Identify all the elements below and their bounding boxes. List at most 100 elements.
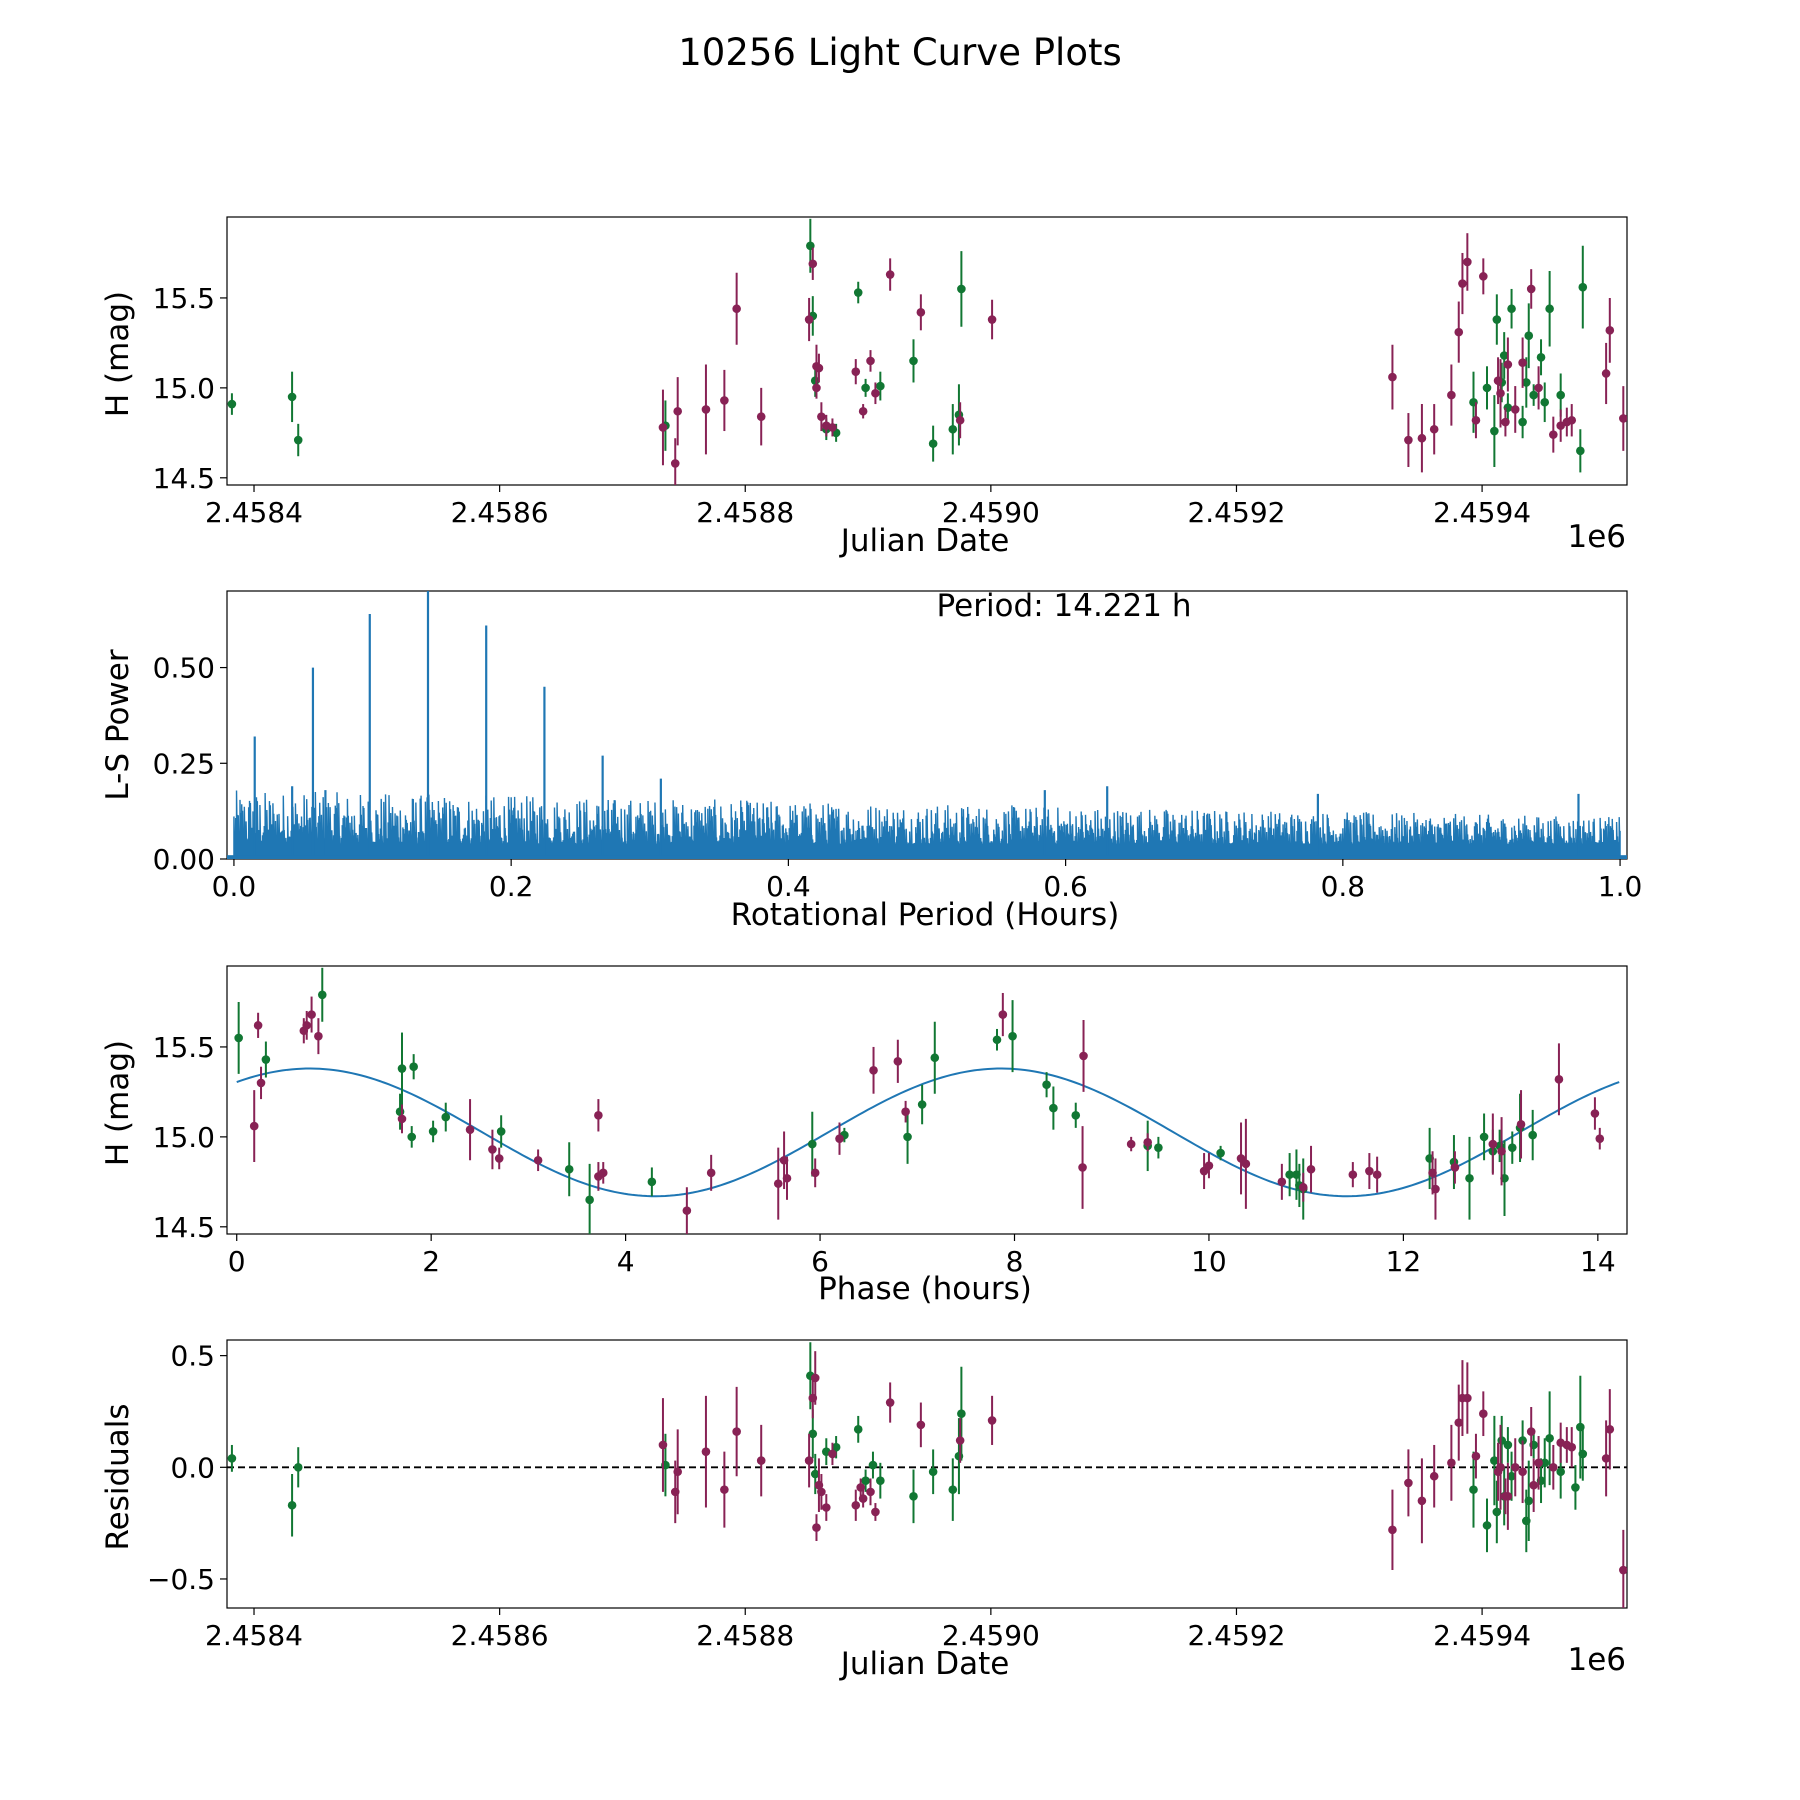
phased-data-point	[533, 1155, 543, 1165]
periodogram-ytick-label: 0.25	[153, 747, 215, 780]
residuals-data-point	[817, 1487, 826, 1497]
residuals-data-point	[885, 1398, 895, 1407]
periodogram-xtick-label: 0.6	[1043, 870, 1088, 903]
residuals-series-green	[227, 1342, 1588, 1553]
lightcurve-xtick-label: 2.4590	[942, 496, 1040, 529]
lightcurve-data-point	[1503, 360, 1513, 369]
lightcurve-plot-area	[227, 218, 1627, 485]
phased-data-point	[594, 1110, 603, 1120]
lightcurve-ylabel: H (mag)	[100, 291, 136, 417]
phased-data-point	[1143, 1137, 1152, 1147]
phased-data-point	[441, 1112, 451, 1122]
phased-data-point	[1595, 1134, 1605, 1143]
lightcurve-data-point	[1556, 390, 1565, 400]
phased-data-point	[1126, 1139, 1136, 1149]
residuals-data-point	[227, 1454, 237, 1463]
periodogram-xtick-label: 0.4	[766, 870, 811, 903]
phased-data-point	[1306, 1164, 1316, 1174]
phased-data-point	[496, 1127, 506, 1136]
phased-data-point	[397, 1114, 407, 1124]
residuals-data-point	[812, 1523, 821, 1532]
phased-data-point	[407, 1132, 417, 1142]
lightcurve-ytick-label: 14.5	[153, 462, 215, 495]
residuals-data-point	[1503, 1440, 1513, 1450]
residuals-data-point	[828, 1449, 837, 1459]
periodogram-xtick-label: 0.2	[489, 870, 534, 903]
residuals-data-point	[1492, 1507, 1502, 1517]
residuals-data-point	[948, 1485, 958, 1494]
residuals-data-point	[1490, 1456, 1499, 1465]
lightcurve-data-point	[861, 383, 870, 393]
phased-model-curve	[236, 1067, 1620, 1198]
lightcurve-ytick-label: 15.0	[153, 372, 215, 405]
phased-data-point	[234, 1033, 243, 1043]
lightcurve-panel: 2.4584 2.4586 2.4588 2.4590 2.4592 2.4594 14.5…	[153, 216, 1628, 529]
residuals-data-point	[673, 1467, 683, 1477]
phased-data-point	[998, 1010, 1008, 1019]
residuals-data-point	[851, 1500, 861, 1510]
lightcurve-data-point	[227, 399, 237, 409]
residuals-data-point	[858, 1494, 868, 1503]
residuals-panel: 2.4584 2.4586 2.4588 2.4590 2.4592 2.4594 −0.5…	[147, 1339, 1628, 1652]
residuals-data-point	[756, 1456, 766, 1465]
lightcurve-xtick-label: 2.4594	[1433, 496, 1531, 529]
phased-data-point	[1078, 1163, 1087, 1172]
phased-data-point	[1348, 1170, 1358, 1179]
phased-data-point	[1465, 1173, 1474, 1183]
phased-data-point	[465, 1125, 475, 1134]
phased-xtick-label: 2	[422, 1245, 440, 1278]
lightcurve-data-point	[1576, 446, 1585, 456]
lightcurve-data-point	[1471, 415, 1481, 425]
lightcurve-data-point	[948, 424, 958, 434]
phased-data-point	[1241, 1159, 1251, 1169]
periodogram-plot-area	[227, 591, 1627, 859]
residuals-data-point	[821, 1503, 831, 1512]
residuals-data-point	[868, 1460, 878, 1470]
phased-data-point	[835, 1134, 844, 1143]
residuals-data-point	[1469, 1485, 1478, 1494]
figure-title: 10256 Light Curve Plots	[678, 31, 1122, 74]
lightcurve-data-point	[987, 315, 997, 324]
phased-data-point	[1528, 1130, 1537, 1140]
phased-data-point	[253, 1021, 263, 1030]
phased-axes-frame	[226, 965, 1628, 1235]
residuals-xtick-label: 2.4584	[205, 1619, 303, 1652]
lightcurve-data-point	[928, 439, 938, 448]
periodogram-power-line	[233, 790, 1621, 858]
residuals-xlabel: Julian Date	[839, 1646, 1010, 1682]
phased-xtick-label: 8	[1006, 1245, 1024, 1278]
residuals-series-orange	[658, 1351, 1627, 1608]
periodogram-baseline	[227, 855, 1627, 859]
lightcurve-data-point	[1605, 326, 1615, 335]
phased-data-point	[488, 1145, 497, 1154]
residuals-data-point	[1524, 1496, 1534, 1506]
residuals-data-point	[1503, 1492, 1513, 1501]
lightcurve-data-point	[957, 284, 966, 294]
lightcurve-data-point	[658, 423, 668, 432]
phased-data-point	[930, 1053, 940, 1063]
lightcurve-data-point	[871, 388, 880, 398]
phased-data-point	[564, 1164, 574, 1174]
periodogram-xtick-label: 1.0	[1598, 870, 1643, 903]
lightcurve-data-point	[851, 367, 861, 376]
lightcurve-data-point	[673, 406, 683, 416]
lightcurve-data-point	[876, 381, 885, 391]
lightcurve-data-point	[1463, 257, 1472, 267]
phased-data-point	[249, 1121, 259, 1131]
residuals-data-point	[861, 1476, 870, 1485]
residuals-data-point	[810, 1469, 820, 1479]
lightcurve-data-point	[817, 412, 826, 421]
lightcurve-series-orange	[658, 233, 1627, 485]
lightcurve-data-point	[1447, 390, 1456, 400]
phased-data-point	[1479, 1132, 1489, 1142]
phased-data-point	[494, 1154, 504, 1163]
lightcurve-offset-label: 1e6	[1567, 519, 1626, 555]
residuals-data-point	[1447, 1458, 1456, 1468]
residuals-data-point	[804, 1456, 814, 1465]
lightcurve-data-point	[1526, 284, 1536, 294]
lightcurve-data-point	[1549, 430, 1558, 439]
residuals-data-point	[810, 1373, 820, 1383]
phased-data-point	[1071, 1110, 1081, 1120]
phased-data-point	[1431, 1184, 1440, 1194]
phased-data-point	[1079, 1051, 1088, 1061]
